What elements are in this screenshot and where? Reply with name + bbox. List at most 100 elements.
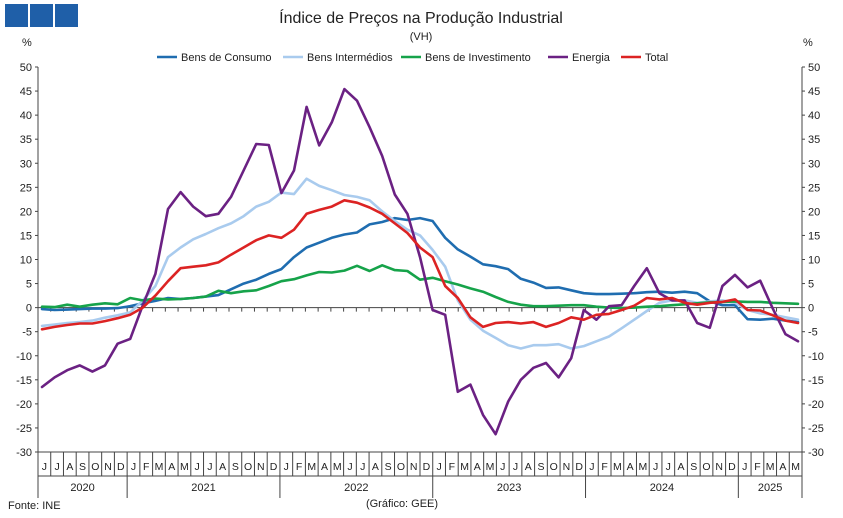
month-label: N bbox=[410, 461, 418, 473]
y-tick-label-left: -30 bbox=[16, 447, 32, 459]
month-label: S bbox=[690, 461, 697, 473]
month-label: J bbox=[653, 461, 658, 473]
month-label: M bbox=[333, 461, 342, 473]
year-label: 2020 bbox=[70, 482, 94, 494]
legend-label: Energia bbox=[572, 52, 611, 64]
y-tick-label-right: 50 bbox=[808, 62, 820, 74]
year-label: 2022 bbox=[344, 482, 368, 494]
legend-label: Bens de Investimento bbox=[425, 52, 531, 64]
month-label: M bbox=[638, 461, 647, 473]
month-label: M bbox=[613, 461, 622, 473]
month-label: F bbox=[143, 461, 149, 473]
year-label: 2023 bbox=[497, 482, 521, 494]
y-tick-label-left: -15 bbox=[16, 375, 32, 387]
month-label: A bbox=[678, 461, 685, 473]
y-tick-label-right: -20 bbox=[808, 399, 824, 411]
y-tick-label-right: 10 bbox=[808, 255, 820, 267]
y-tick-label-right: 15 bbox=[808, 230, 820, 242]
series-lines bbox=[40, 87, 800, 436]
month-label: J bbox=[54, 461, 59, 473]
y-tick-label-left: 5 bbox=[26, 279, 32, 291]
y-tick-label-right: 35 bbox=[808, 134, 820, 146]
month-label: A bbox=[525, 461, 532, 473]
month-label: N bbox=[715, 461, 723, 473]
month-label: A bbox=[321, 461, 328, 473]
y-tick-label-left: -5 bbox=[22, 327, 32, 339]
month-label: O bbox=[91, 461, 99, 473]
source-note: Fonte: INE bbox=[8, 500, 61, 512]
month-label: M bbox=[307, 461, 316, 473]
month-label: J bbox=[666, 461, 671, 473]
month-label: J bbox=[360, 461, 365, 473]
y-tick-label-right: -15 bbox=[808, 375, 824, 387]
y-tick-label-right: -10 bbox=[808, 351, 824, 363]
month-label: S bbox=[385, 461, 392, 473]
month-label: J bbox=[742, 461, 747, 473]
y-tick-label-right: 45 bbox=[808, 86, 820, 98]
logo-icon bbox=[5, 4, 78, 27]
y-tick-label-left: 40 bbox=[20, 110, 32, 122]
month-label: N bbox=[563, 461, 571, 473]
month-label: S bbox=[79, 461, 86, 473]
series-line-total bbox=[40, 199, 800, 331]
month-label: A bbox=[66, 461, 73, 473]
month-label: M bbox=[180, 461, 189, 473]
y-tick-label-right: 5 bbox=[808, 279, 814, 291]
y-tick-label-left: -10 bbox=[16, 351, 32, 363]
y-axis-left: -30 -25 -20 -15 -10 -5 0 5 10 15 20 25 30 35 40 45 50 bbox=[16, 62, 38, 459]
month-label: F bbox=[754, 461, 760, 473]
y-tick-label-right: -25 bbox=[808, 423, 824, 435]
y-tick-label-left: 30 bbox=[20, 158, 32, 170]
month-label: N bbox=[257, 461, 265, 473]
month-label: O bbox=[550, 461, 558, 473]
month-label: D bbox=[117, 461, 125, 473]
y-tick-label-left: 50 bbox=[20, 62, 32, 74]
month-label: M bbox=[460, 461, 469, 473]
month-label: M bbox=[155, 461, 164, 473]
month-label: A bbox=[627, 461, 634, 473]
year-label: 2021 bbox=[191, 482, 215, 494]
month-label: D bbox=[423, 461, 431, 473]
y-tick-label-left: -20 bbox=[16, 399, 32, 411]
month-label: O bbox=[244, 461, 252, 473]
y-tick-label-left: -25 bbox=[16, 423, 32, 435]
right-unit-label: % bbox=[803, 37, 813, 49]
chart-subtitle: (VH) bbox=[410, 31, 433, 43]
legend-label: Bens de Consumo bbox=[181, 52, 272, 64]
y-tick-label-left: 20 bbox=[20, 206, 32, 218]
month-label: J bbox=[195, 461, 200, 473]
y-tick-label-left: 45 bbox=[20, 86, 32, 98]
y-tick-label-right: -30 bbox=[808, 447, 824, 459]
month-label: N bbox=[104, 461, 112, 473]
left-unit-label: % bbox=[22, 37, 32, 49]
legend-label: Total bbox=[645, 52, 668, 64]
month-label: S bbox=[537, 461, 544, 473]
y-tick-label-right: 40 bbox=[808, 110, 820, 122]
y-tick-label-left: 0 bbox=[26, 303, 32, 315]
month-label: J bbox=[513, 461, 518, 473]
y-tick-label-right: 20 bbox=[808, 206, 820, 218]
year-label: 2024 bbox=[650, 482, 674, 494]
y-tick-label-right: 30 bbox=[808, 158, 820, 170]
series-line-bens-de-investimento bbox=[40, 263, 800, 310]
series-line-bens-de-consumo bbox=[40, 216, 800, 324]
y-tick-label-right: -5 bbox=[808, 327, 818, 339]
month-label: J bbox=[42, 461, 47, 473]
y-tick-label-left: 35 bbox=[20, 134, 32, 146]
month-label: O bbox=[702, 461, 710, 473]
month-label: J bbox=[500, 461, 505, 473]
month-label: D bbox=[270, 461, 278, 473]
y-tick-label-left: 10 bbox=[20, 255, 32, 267]
month-label: D bbox=[728, 461, 736, 473]
year-label: 2025 bbox=[758, 482, 782, 494]
month-label: J bbox=[589, 461, 594, 473]
y-tick-label-right: 0 bbox=[808, 303, 814, 315]
month-label: D bbox=[575, 461, 583, 473]
month-label: F bbox=[296, 461, 302, 473]
month-label: J bbox=[347, 461, 352, 473]
graph-credit: (Gráfico: GEE) bbox=[366, 498, 438, 510]
series-line-energia bbox=[40, 87, 800, 436]
zero-line bbox=[37, 307, 803, 312]
